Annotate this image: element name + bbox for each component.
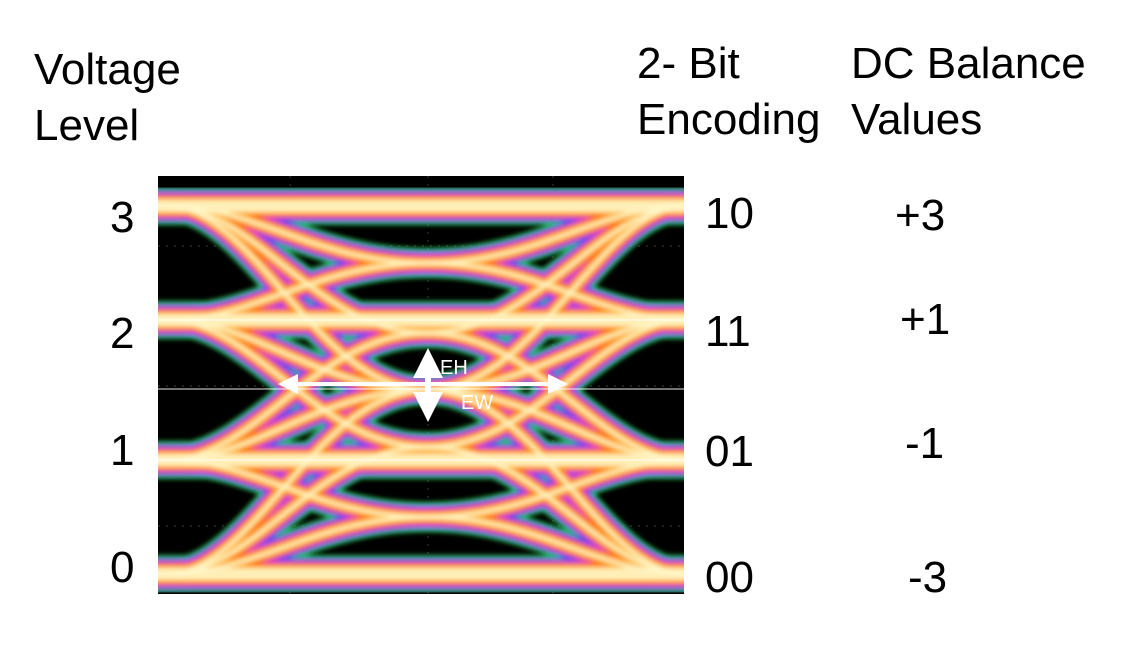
dc-value-minus1: -1 — [905, 419, 945, 468]
voltage-level-header-line2: Level — [34, 101, 140, 150]
voltage-level-header-line1: Voltage — [34, 45, 181, 94]
voltage-label-0: 0 — [110, 543, 135, 592]
transition-bundle — [158, 204, 684, 322]
dc-balance-header-line2: Values — [851, 95, 983, 144]
voltage-level-header: Voltage Level — [34, 42, 181, 154]
voltage-label-1: 1 — [110, 426, 135, 475]
encoding-header-line1: 2- Bit — [637, 39, 740, 88]
dc-value-minus3: -3 — [908, 553, 948, 602]
dc-value-plus3: +3 — [895, 191, 946, 240]
dc-balance-header: DC Balance Values — [851, 36, 1086, 148]
transition-bundle — [158, 204, 684, 462]
encoding-label-11: 11 — [705, 307, 751, 356]
eye-height-label: EH — [440, 357, 468, 379]
transition-bundle — [158, 318, 684, 576]
pam4-eye-diagram: EH EW — [158, 176, 684, 594]
dc-value-plus1: +1 — [900, 295, 951, 344]
encoding-label-01: 01 — [705, 427, 754, 476]
encoding-label-00: 00 — [705, 553, 754, 602]
voltage-label-3: 3 — [110, 193, 135, 242]
encoding-header: 2- Bit Encoding — [637, 36, 820, 148]
encoding-label-10: 10 — [705, 189, 754, 238]
transition-bundle — [158, 458, 684, 576]
eye-width-label: EW — [461, 392, 493, 414]
dc-balance-header-line1: DC Balance — [851, 39, 1086, 88]
encoding-header-line2: Encoding — [637, 95, 821, 144]
voltage-label-2: 2 — [110, 309, 135, 358]
